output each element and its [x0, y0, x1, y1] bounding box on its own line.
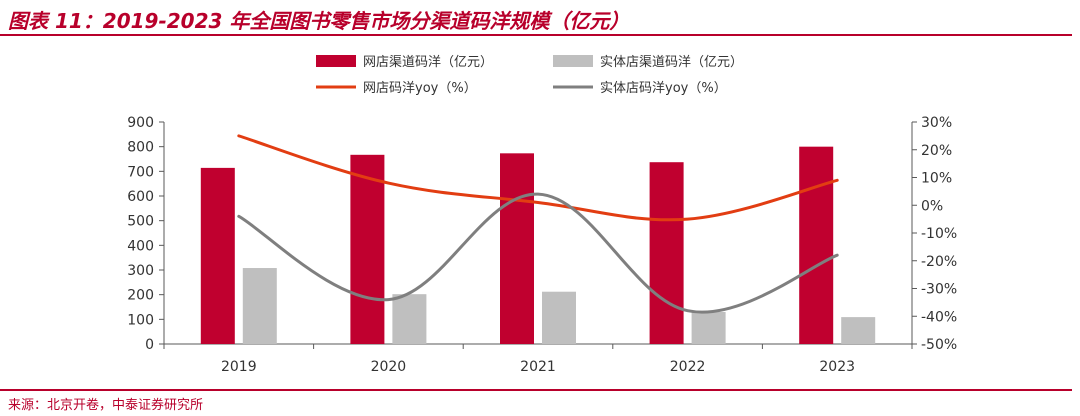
x-tick-label: 2020: [371, 359, 407, 375]
y-right-tick-label: 0%: [921, 198, 943, 214]
figure-title: 图表 11：2019-2023 年全国图书零售市场分渠道码洋规模（亿元）: [8, 9, 630, 33]
x-tick-label: 2021: [520, 359, 556, 375]
legend-label-offline-line: 实体店码洋yoy（%）: [600, 81, 727, 96]
legend-swatch-online-bar: [316, 55, 356, 67]
bar-offline: [691, 311, 726, 344]
chart-legend: 网店渠道码洋（亿元） 实体店渠道码洋（亿元） 网店码洋yoy（%） 实体店码洋y…: [316, 55, 743, 96]
chart-axes: 0 100 200 300 400 500 600 700 800 900 -50% -40% -30%…: [127, 115, 957, 375]
y-left-tick-label: 200: [127, 288, 154, 304]
chart-bars: [200, 146, 876, 344]
y-right-tick-label: -40%: [921, 309, 957, 325]
y-right-tick-label: -10%: [921, 226, 957, 242]
y-right-tick-label: 30%: [921, 115, 952, 131]
x-tick-label: 2022: [670, 359, 706, 375]
x-tick-label: 2023: [819, 359, 855, 375]
y-right-tick-label: -20%: [921, 254, 957, 270]
source-note: 来源：北京开卷，中泰证券研究所: [8, 398, 204, 413]
y-right-tick-label: -50%: [921, 337, 957, 353]
legend-swatch-offline-bar: [553, 55, 593, 67]
bar-online: [350, 154, 385, 344]
title-divider: [0, 34, 1072, 36]
y-left-tick-label: 900: [127, 115, 154, 131]
line-offline-yoy: [237, 192, 839, 314]
y-left-tick-label: 700: [127, 164, 154, 180]
bar-online: [200, 167, 235, 344]
y-left-tick-label: 600: [127, 189, 154, 205]
bar-offline: [542, 291, 576, 344]
chart-canvas: 网店渠道码洋（亿元） 实体店渠道码洋（亿元） 网店码洋yoy（%） 实体店码洋y…: [127, 55, 957, 375]
y-left-tick-label: 400: [127, 238, 154, 254]
x-tick-label: 2019: [221, 359, 257, 375]
bar-offline: [841, 317, 876, 344]
legend-label-online-line: 网店码洋yoy（%）: [363, 81, 477, 96]
y-left-tick-label: 500: [127, 214, 154, 230]
bar-offline: [242, 268, 277, 344]
bar-online: [500, 153, 534, 344]
y-left-tick-label: 800: [127, 140, 154, 156]
y-right-tick-label: 10%: [921, 171, 952, 187]
chart-lines: [237, 134, 839, 314]
line-online-yoy: [237, 134, 839, 222]
legend-label-online-bar: 网店渠道码洋（亿元）: [363, 55, 493, 70]
legend-label-offline-bar: 实体店渠道码洋（亿元）: [600, 55, 743, 70]
y-left-tick-label: 300: [127, 263, 154, 279]
y-right-tick-label: -30%: [921, 282, 957, 298]
y-right-tick-label: 20%: [921, 143, 952, 159]
y-left-tick-label: 0: [145, 337, 154, 353]
y-left-tick-label: 100: [127, 312, 154, 328]
bar-online: [649, 162, 684, 344]
footer-divider: [0, 389, 1072, 391]
bar-offline: [392, 294, 427, 344]
bar-online: [799, 146, 834, 344]
